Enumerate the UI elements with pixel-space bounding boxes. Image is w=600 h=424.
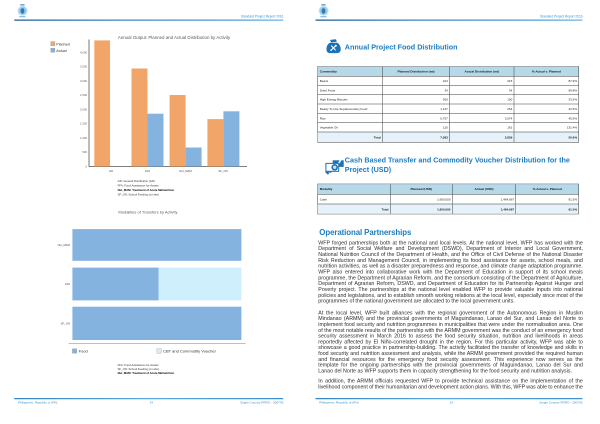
svg-text:3,000: 3,000 xyxy=(80,79,87,83)
svg-text:3,500: 3,500 xyxy=(80,65,87,69)
svg-text:SF_ON: School Feeding (on-site: SF_ON: School Feeding (on-site) xyxy=(118,192,159,196)
svg-text:Nut_MAM: Treatment of Acute Ma: Nut_MAM: Treatment of Acute Malnutrition xyxy=(118,371,175,375)
svg-text:Modalities of Transfers by Act: Modalities of Transfers by Activity xyxy=(118,210,177,215)
svg-text:SF_ON: SF_ON xyxy=(61,321,70,325)
svg-text:CBT and Commodity Voucher: CBT and Commodity Voucher xyxy=(163,349,217,354)
svg-text:1,000: 1,000 xyxy=(80,136,87,140)
svg-text:FFA: FFA xyxy=(145,169,150,173)
svg-text:0: 0 xyxy=(85,164,87,168)
svg-text:500: 500 xyxy=(82,150,87,154)
svg-text:Food: Food xyxy=(79,349,88,354)
svg-text:Planned: Planned xyxy=(56,42,70,46)
svg-text:2,000: 2,000 xyxy=(80,107,87,111)
svg-text:SF_ON: School Feeding (on-site: SF_ON: School Feeding (on-site) xyxy=(118,367,159,371)
svg-text:2,500: 2,500 xyxy=(80,93,87,97)
svg-text:FFA: Food-Assistance-for-Asset: FFA: Food-Assistance-for-Assets xyxy=(118,363,160,367)
svg-text:GD: GD xyxy=(109,169,113,173)
svg-text:Nut_MAM: Treatment of Acute Ma: Nut_MAM: Treatment of Acute Malnutrition xyxy=(118,188,175,192)
svg-text:GD: General Distribution (GD): GD: General Distribution (GD) xyxy=(118,179,155,183)
svg-text:Actual: Actual xyxy=(56,49,66,53)
svg-text:4,000: 4,000 xyxy=(80,50,87,54)
svg-text:SF_ON: SF_ON xyxy=(218,169,227,173)
svg-text:1,500: 1,500 xyxy=(80,122,87,126)
svg-text:Nut_MAM: Nut_MAM xyxy=(179,169,192,173)
svg-text:Nut_MAM: Nut_MAM xyxy=(58,243,71,247)
svg-text:Annual Output: Planned and Act: Annual Output: Planned and Actual Distri… xyxy=(118,35,231,40)
svg-text:FFA: Food-Assistance-for-Asset: FFA: Food-Assistance-for-Assets xyxy=(118,184,160,188)
svg-text:FFA: FFA xyxy=(65,282,70,286)
